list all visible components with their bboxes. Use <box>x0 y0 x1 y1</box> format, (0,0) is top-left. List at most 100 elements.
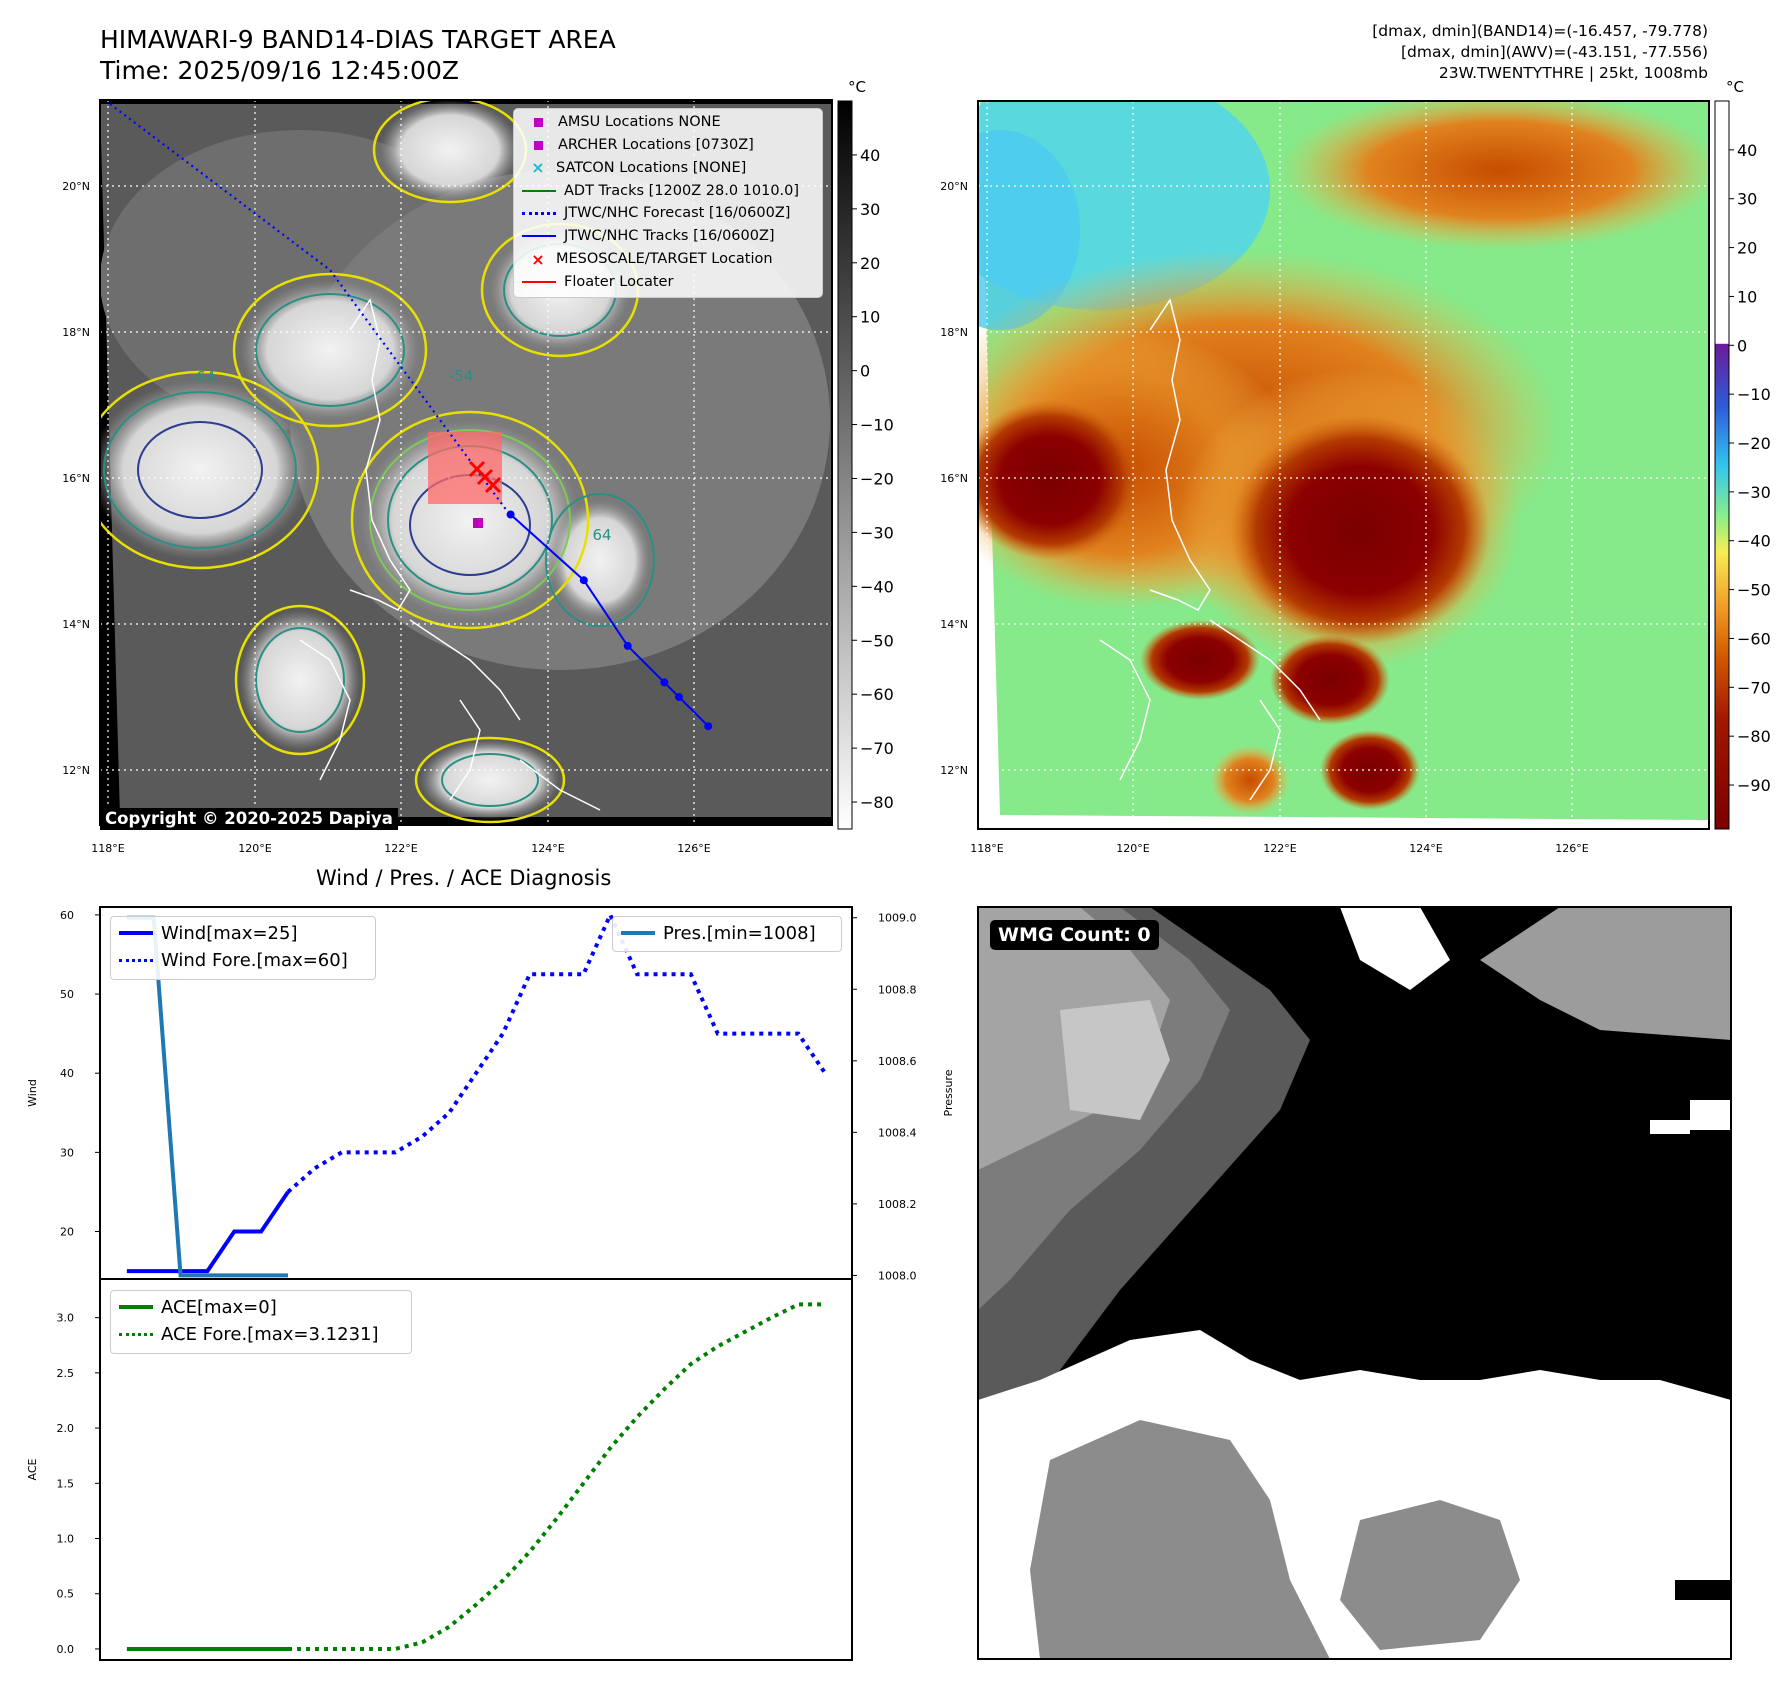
legend-label: ADT Tracks [1200Z 28.0 1010.0] <box>564 182 800 199</box>
awv-colorbar: 40 30 20 10 0 −10 −20 −30 −40 −50 −60 −70 −80 −90 <box>1714 100 1771 830</box>
jtwc-track-point <box>579 576 588 585</box>
legend-swatch: × <box>531 249 545 269</box>
series-line-ace-fore- <box>288 1302 826 1651</box>
jtwc-track-point <box>674 693 683 701</box>
floater-target-box <box>428 432 502 504</box>
legend-entry: Pres.[min=1008] <box>621 921 816 945</box>
legend-swatch <box>119 931 153 935</box>
ir-cold-cloud-west <box>100 380 310 560</box>
y-tick-label: 20 <box>60 1226 74 1239</box>
wmg-frame <box>977 906 1732 1660</box>
wmg-imagery <box>978 907 1731 1659</box>
ir-contour-label: -54 <box>449 367 474 385</box>
ir-lat-tick-label: 16°N <box>62 472 90 485</box>
chart-title: HIMAWARI-9 BAND14-DIAS TARGET AREA <box>100 25 616 54</box>
ir-lon-tick-label: 118°E <box>91 842 124 855</box>
legend-label: Pres.[min=1008] <box>663 922 816 944</box>
legend-label: Wind Fore.[max=60] <box>161 949 348 971</box>
y-tick-label: 0.0 <box>57 1643 75 1656</box>
legend-label: SATCON Locations [NONE] <box>556 159 747 176</box>
ir-colorbar-tick-label: −80 <box>860 793 894 812</box>
info-awv-range: [dmax, dmin](AWV)=(-43.151, -77.556) <box>1401 43 1708 61</box>
y2-tick-label: 1008.4 <box>878 1126 917 1139</box>
awv-lat-tick-label: 20°N <box>940 180 968 193</box>
ir-cold-cloud-center <box>360 420 580 620</box>
awv-lat-tick-label: 16°N <box>940 472 968 485</box>
ir-lon-tick-label: 120°E <box>238 842 271 855</box>
legend-entry: × MESOSCALE/TARGET Location <box>522 249 773 270</box>
ir-contour-label: 64 <box>592 526 611 544</box>
y2-tick-label: 1008.8 <box>878 983 917 996</box>
wmg-count-label: WMG Count: 0 <box>990 920 1159 950</box>
legend-label: Floater Locater <box>564 273 674 290</box>
legend-swatch <box>119 958 153 962</box>
ir-colorbar-tick-label: 40 <box>860 146 880 165</box>
awv-colorbar-tick-label: 40 <box>1737 141 1757 160</box>
ir-legend: AMSU Locations NONE ARCHER Locations [073… <box>513 108 823 298</box>
y-tick-label: 1.5 <box>57 1477 75 1490</box>
ir-lon-tick-label: 122°E <box>384 842 417 855</box>
ir-colorbar-tick-label: −20 <box>860 469 894 488</box>
legend-label: MESOSCALE/TARGET Location <box>556 251 773 268</box>
awv-lat-tick-label: 18°N <box>940 326 968 339</box>
awv-colorbar-tick-label: 10 <box>1737 287 1757 306</box>
copyright-label: Copyright © 2020-2025 Dapiya <box>100 808 398 830</box>
pressure-legend: Pres.[min=1008] <box>612 916 842 952</box>
ir-colorbar-tick-label: −60 <box>860 685 894 704</box>
awv-dark-west <box>978 400 1140 560</box>
ir-contour-label: -64 <box>191 368 216 386</box>
ir-colorbar-tick-label: −10 <box>860 416 894 435</box>
legend-swatch <box>522 235 556 238</box>
y2-tick-label: 1009.0 <box>878 912 917 925</box>
awv-colorbar-tick-label: −50 <box>1737 581 1771 600</box>
y2-tick-label: 1008.2 <box>878 1198 917 1211</box>
jtwc-track-point <box>506 510 515 519</box>
legend-swatch <box>534 117 543 127</box>
legend-entry: ADT Tracks [1200Z 28.0 1010.0] <box>522 180 799 201</box>
ir-colorbar-ramp <box>837 100 853 830</box>
awv-map-panel <box>977 100 1710 830</box>
awv-colorbar-tick-label: −10 <box>1737 385 1771 404</box>
awv-colorbar-tick-label: −40 <box>1737 532 1771 551</box>
legend-label: JTWC/NHC Forecast [16/0600Z] <box>564 205 791 222</box>
y-tick-label: 40 <box>60 1067 74 1080</box>
awv-lon-tick-label: 126°E <box>1555 842 1588 855</box>
ir-lat-tick-label: 12°N <box>62 764 90 777</box>
legend-swatch: × <box>531 158 545 178</box>
ir-lat-tick-label: 20°N <box>62 180 90 193</box>
y-tick-label: 2.5 <box>57 1367 75 1380</box>
legend-label: ARCHER Locations [0730Z] <box>558 137 754 154</box>
awv-colorbar-tick-label: −20 <box>1737 434 1771 453</box>
legend-swatch <box>522 280 556 283</box>
wind-legend: Wind[max=25] Wind Fore.[max=60] <box>110 916 376 980</box>
legend-label: ACE[max=0] <box>161 1296 277 1318</box>
ir-colorbar-tick-label: −50 <box>860 631 894 650</box>
ir-colorbar-tick-label: 0 <box>860 362 870 381</box>
legend-entry: ACE Fore.[max=3.1231] <box>119 1322 379 1346</box>
awv-lon-tick-label: 118°E <box>970 842 1003 855</box>
legend-entry: ARCHER Locations [0730Z] <box>522 135 754 156</box>
jtwc-track-point <box>660 678 669 687</box>
legend-entry: Floater Locater <box>522 272 673 293</box>
ir-coastline <box>299 298 601 811</box>
y-axis-label: Wind <box>26 1079 39 1107</box>
awv-colorbar-tick-label: −70 <box>1737 678 1771 697</box>
jtwc-track-point <box>623 641 632 650</box>
legend-swatch <box>119 1305 153 1309</box>
awv-cdo-core <box>1230 415 1490 645</box>
ir-colorbar-tick-label: −30 <box>860 523 894 542</box>
ir-colorbar: 40 30 20 10 0 −10 −20 −30 −40 −50 −60 −70 −80 <box>837 100 894 830</box>
y2-tick-label: 1008.6 <box>878 1055 917 1068</box>
y-tick-label: 60 <box>60 909 74 922</box>
ir-colorbar-unit: °C <box>848 78 866 96</box>
awv-colorbar-tick-label: 30 <box>1737 190 1757 209</box>
series-line-wind <box>126 1190 290 1274</box>
legend-entry: Wind Fore.[max=60] <box>119 948 348 972</box>
legend-swatch <box>119 1332 153 1336</box>
awv-colorbar-tick-label: −60 <box>1737 629 1771 648</box>
jtwc-track <box>506 510 713 731</box>
legend-entry: × SATCON Locations [NONE] <box>522 158 746 179</box>
legend-swatch <box>621 931 655 935</box>
awv-lon-tick-label: 122°E <box>1263 842 1296 855</box>
